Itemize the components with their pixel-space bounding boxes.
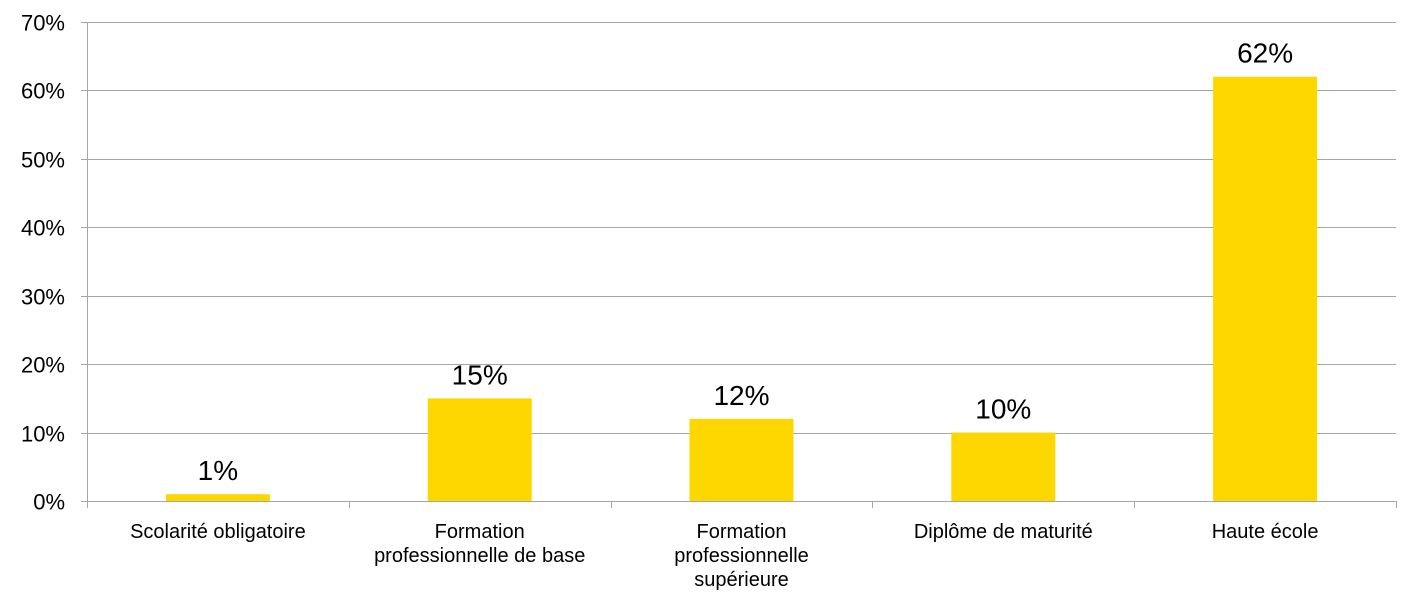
y-tick-label: 0% [33,490,65,515]
x-tick-label-line: Formation [696,521,786,543]
y-tick-label: 10% [21,422,65,447]
x-axis: Scolarité obligatoire Formation profession… [87,501,1397,591]
x-tick-label: Formation professionnelle de base [374,521,585,567]
x-tick-label: Diplôme de maturité [914,521,1093,543]
y-axis: 0% 10% 20% 30% 40% 50% 60% 70% [21,11,88,515]
y-tick-label: 50% [21,148,65,173]
x-tick-label-line: Formation [435,521,525,543]
data-label: 12% [713,380,769,411]
x-tick-label: Scolarité obligatoire [130,521,306,543]
y-tick-label: 20% [21,353,65,378]
bars [165,76,1318,501]
x-tick-label: Formation professionnelle supérieure [674,521,809,591]
data-label: 1% [198,455,238,486]
x-tick-label-line: supérieure [694,569,789,591]
x-tick-label: Haute école [1212,521,1319,543]
gridlines [87,22,1396,434]
data-labels: 1% 15% 12% 10% 62% [198,38,1293,486]
y-tick-label: 70% [21,11,65,36]
y-tick-label: 30% [21,285,65,310]
x-tick-label-line: Diplôme de maturité [914,521,1093,543]
bar [427,398,532,501]
bar [951,432,1056,501]
x-tick-label-line: professionnelle [674,545,809,567]
bar [689,418,794,501]
y-tick-label: 40% [21,216,65,241]
bar [165,494,270,501]
x-tick-label-line: professionnelle de base [374,545,585,567]
x-tick-label-line: Scolarité obligatoire [130,521,306,543]
x-tick-label-line: Haute école [1212,521,1319,543]
bar [1213,76,1318,501]
data-label: 15% [452,359,508,390]
data-label: 10% [975,394,1031,425]
y-tick-label: 60% [21,79,65,104]
data-label: 62% [1237,38,1293,69]
